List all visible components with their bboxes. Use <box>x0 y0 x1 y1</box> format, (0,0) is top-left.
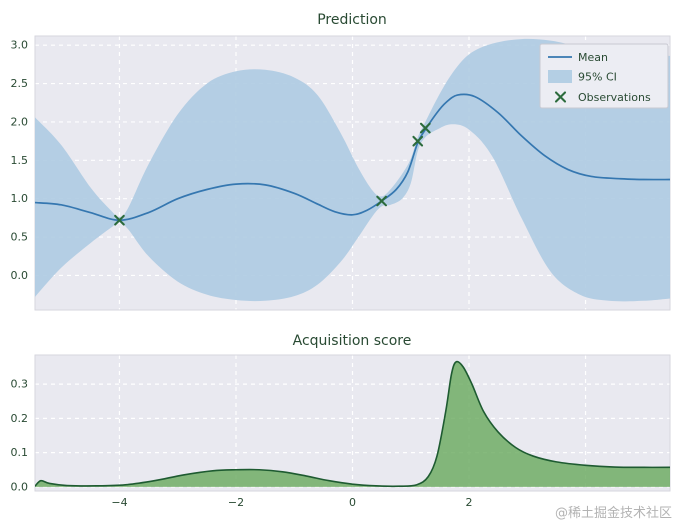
prediction-axis-ticks: 0.0 0.5 1.0 1.5 2.0 2.5 3.0 <box>11 39 29 282</box>
acquisition-title: Acquisition score <box>293 333 412 349</box>
y-tick-label: 0.5 <box>11 231 29 244</box>
observation-marker <box>376 195 387 207</box>
prediction-title: Prediction <box>317 12 387 28</box>
observation-marker <box>419 122 431 134</box>
y-tick-label: 0.3 <box>11 378 29 391</box>
legend: Mean 95% CI Observations <box>539 43 669 109</box>
x-tick-label: −4 <box>111 496 127 509</box>
acquisition-series <box>35 360 670 488</box>
x-tick-label: −2 <box>228 496 244 509</box>
y-tick-label: 1.0 <box>11 192 29 205</box>
y-tick-label: 2.5 <box>11 77 29 90</box>
plot-spine <box>34 354 671 492</box>
confidence-band <box>35 38 670 302</box>
y-tick-label: 0.2 <box>11 412 29 425</box>
y-tick-label: 3.0 <box>11 39 29 52</box>
y-tick-label: 1.5 <box>11 154 29 167</box>
observation-marker <box>412 135 424 147</box>
acquisition-line <box>35 360 670 488</box>
y-tick-label: 2.0 <box>11 115 29 128</box>
legend-label-observations: Observations <box>578 91 651 104</box>
mean-line <box>35 93 670 222</box>
x-tick-label: 0 <box>349 496 356 509</box>
y-tick-label: 0.0 <box>11 480 29 493</box>
acquisition-area <box>35 361 670 487</box>
legend-observations-marker-icon <box>554 91 567 103</box>
watermark: @稀土掘金技术社区 <box>555 505 672 521</box>
legend-box <box>539 43 669 109</box>
x-tick-label: 2 <box>466 496 473 509</box>
y-tick-label: 0.1 <box>11 446 29 459</box>
y-tick-label: 0.0 <box>11 269 29 282</box>
legend-label-ci: 95% CI <box>578 71 617 84</box>
legend-ci-patch-icon <box>548 70 572 83</box>
legend-label-mean: Mean <box>578 51 608 64</box>
acquisition-axis-ticks: 0.0 0.1 0.2 0.3 −4 −2 0 2 <box>11 378 473 509</box>
observation-marker <box>114 214 125 226</box>
prediction-series <box>35 38 670 302</box>
